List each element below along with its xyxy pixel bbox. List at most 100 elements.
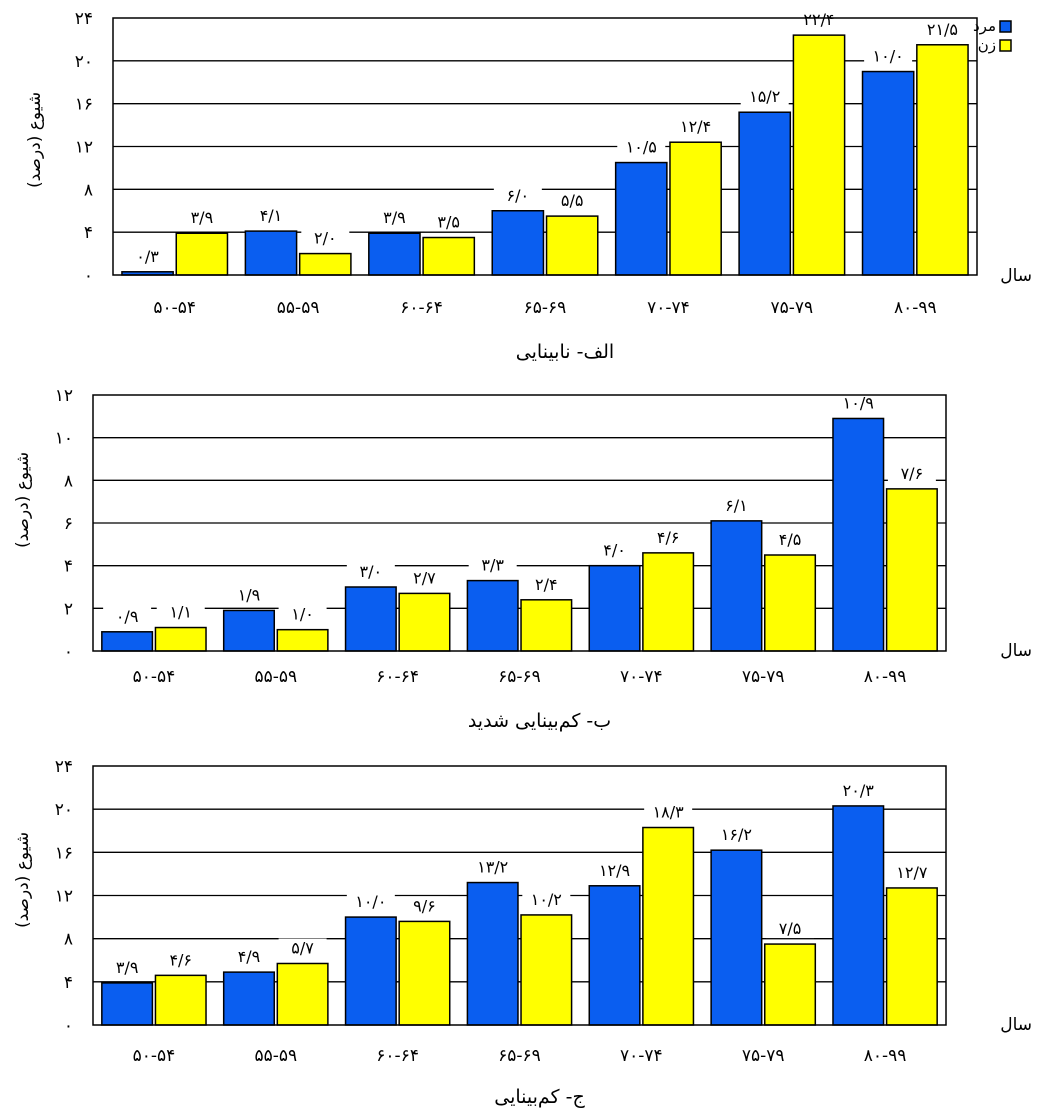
- data-label-backdrop: [156, 950, 205, 970]
- bar-female: [792, 34, 846, 276]
- y-tick-label: ۱۲: [55, 386, 73, 406]
- data-label-backdrop: [224, 947, 273, 967]
- data-label-backdrop: [346, 892, 395, 912]
- bar-female: [885, 488, 938, 652]
- y-tick-label: ۶: [64, 514, 73, 534]
- bar-female: [398, 592, 451, 652]
- data-label-backdrop: [644, 802, 693, 822]
- data-label-backdrop: [278, 938, 327, 958]
- data-label-male: ۱۳/۲: [477, 858, 508, 877]
- x-category-label: ۶۵-۶۹: [524, 298, 567, 318]
- y-tick-label: ۸: [84, 180, 93, 200]
- x-category-label: ۸۰-۹۹: [864, 1046, 907, 1066]
- x-category-label: ۵۵-۵۹: [254, 1046, 297, 1066]
- bar-male: [588, 564, 641, 652]
- data-label-backdrop: [522, 889, 571, 909]
- data-label-male: ۰/۹: [116, 607, 139, 626]
- y-tick-label: ۱۲: [55, 887, 73, 907]
- data-label-backdrop: [400, 896, 449, 916]
- data-label-female: ۳/۵: [437, 213, 460, 232]
- x-category-label: ۶۵-۶۹: [498, 1046, 541, 1066]
- data-label-male: ۴/۱: [260, 206, 283, 225]
- data-label-male: ۴/۹: [238, 947, 261, 966]
- bar-male: [861, 70, 915, 276]
- bar-female: [298, 252, 352, 276]
- y-tick-label: ۱۶: [75, 95, 93, 115]
- plot-frame: [112, 17, 978, 276]
- data-label-backdrop: [590, 540, 639, 560]
- data-label-backdrop: [864, 46, 913, 66]
- bar-female: [422, 236, 476, 276]
- data-label-backdrop: [370, 208, 419, 228]
- y-axis-title: شیوع (درصد): [13, 452, 33, 548]
- bar-male: [832, 417, 885, 652]
- data-label-backdrop: [177, 208, 226, 228]
- x-axis-title: سال: [1000, 266, 1032, 286]
- x-category-label: ۵۰-۵۴: [133, 1046, 176, 1066]
- data-label-female: ۱۰/۲: [531, 890, 562, 909]
- data-label-female: ۱۲/۴: [680, 117, 711, 136]
- data-label-female: ۴/۶: [169, 950, 192, 969]
- bar-female: [520, 914, 573, 1026]
- y-tick-label: ۰: [84, 266, 93, 286]
- data-label-male: ۳/۹: [116, 958, 139, 977]
- bar-female: [545, 215, 599, 276]
- x-category-label: ۸۰-۹۹: [894, 298, 937, 318]
- data-label-backdrop: [224, 585, 273, 605]
- x-category-label: ۵۰-۵۴: [133, 667, 176, 687]
- data-label-female: ۲۲/۴: [803, 10, 834, 29]
- bar-male: [344, 916, 397, 1026]
- x-category-label: ۷۵-۷۹: [742, 1046, 785, 1066]
- bar-male: [466, 579, 519, 652]
- y-tick-label: ۴: [64, 973, 73, 993]
- bar-female: [154, 626, 207, 652]
- data-label-female: ۷/۵: [779, 919, 802, 938]
- legend-swatch-female: [999, 39, 1012, 52]
- data-label-male: ۱۰/۵: [626, 138, 657, 157]
- bar-male: [222, 609, 276, 652]
- bar-female: [642, 552, 695, 652]
- x-category-label: ۷۰-۷۴: [620, 1046, 663, 1066]
- y-tick-label: ۲۴: [55, 757, 73, 777]
- x-category-label: ۶۰-۶۴: [376, 667, 419, 687]
- x-axis-title: سال: [1000, 641, 1032, 661]
- data-label-backdrop: [766, 919, 815, 939]
- chart-title: ب- کم‌بینایی شدید: [468, 710, 611, 732]
- y-tick-label: ۲۰: [55, 800, 73, 820]
- x-category-label: ۵۰-۵۴: [153, 298, 196, 318]
- data-label-backdrop: [522, 574, 571, 594]
- data-label-male: ۱۵/۲: [749, 87, 780, 106]
- x-axis-title: سال: [1000, 1015, 1032, 1035]
- data-label-backdrop: [887, 862, 936, 882]
- data-label-backdrop: [644, 527, 693, 547]
- x-category-label: ۶۰-۶۴: [400, 298, 443, 318]
- data-label-backdrop: [766, 530, 815, 549]
- y-tick-label: ۱۶: [55, 843, 73, 863]
- data-label-male: ۶/۰: [507, 186, 530, 205]
- data-label-male: ۲۰/۳: [843, 781, 875, 800]
- bar-female: [276, 962, 329, 1026]
- plot-frame: [92, 394, 947, 652]
- y-tick-label: ۸: [64, 930, 73, 950]
- bar-male: [710, 849, 763, 1026]
- bar-male: [738, 111, 792, 276]
- data-label-backdrop: [617, 137, 666, 157]
- data-label-backdrop: [795, 10, 844, 30]
- x-category-label: ۶۰-۶۴: [376, 1046, 419, 1066]
- data-label-backdrop: [548, 191, 597, 211]
- bar-female: [276, 628, 329, 652]
- y-tick-label: ۲: [64, 599, 73, 619]
- data-label-male: ۱۰/۹: [843, 393, 874, 412]
- legend-label-male: مرد: [973, 17, 996, 35]
- legend-label-female: زن: [978, 36, 996, 54]
- x-category-label: ۸۰-۹۹: [864, 667, 907, 687]
- data-label-backdrop: [834, 393, 883, 413]
- data-label-male: ۶/۱: [725, 496, 748, 515]
- bar-male: [344, 586, 397, 652]
- data-label-backdrop: [278, 604, 327, 624]
- data-label-backdrop: [246, 206, 295, 226]
- bar-male: [101, 982, 154, 1026]
- data-label-male: ۱۰/۰: [873, 47, 904, 66]
- data-label-female: ۱۲/۷: [896, 863, 928, 882]
